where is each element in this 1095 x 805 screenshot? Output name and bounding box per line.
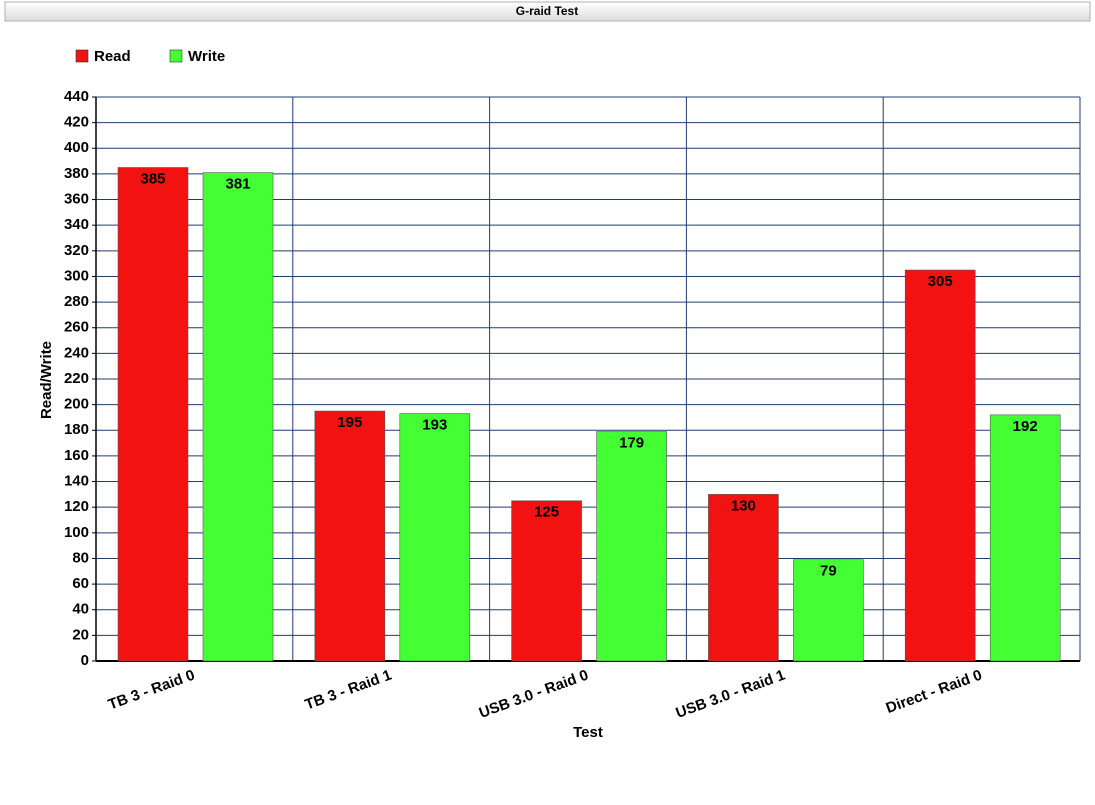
x-tick-label: USB 3.0 - Raid 1 xyxy=(674,667,788,722)
data-label: 125 xyxy=(534,504,559,521)
legend-swatch xyxy=(75,49,89,63)
y-tick-label: 340 xyxy=(64,216,89,233)
y-tick-label: 420 xyxy=(64,114,89,131)
bar xyxy=(989,414,1061,662)
bar xyxy=(314,410,386,662)
title-bar xyxy=(4,1,1091,22)
y-axis-label: Read/Write xyxy=(38,341,55,419)
y-tick-label: 160 xyxy=(64,447,89,464)
y-tick-label: 140 xyxy=(64,473,89,490)
bar xyxy=(117,167,189,662)
y-tick-label: 380 xyxy=(64,165,89,182)
y-tick-label: 240 xyxy=(64,344,89,361)
bar xyxy=(708,494,779,662)
y-tick-label: 400 xyxy=(64,139,89,156)
chart-title: G-raid Test xyxy=(516,4,578,18)
data-label: 195 xyxy=(337,414,362,431)
y-tick-label: 180 xyxy=(64,421,89,438)
y-tick-label: 300 xyxy=(64,267,89,284)
x-axis-label: Test xyxy=(573,724,603,741)
bar xyxy=(399,413,471,662)
x-tick-label: Direct - Raid 0 xyxy=(884,667,985,717)
y-tick-label: 100 xyxy=(64,524,89,541)
data-label: 385 xyxy=(140,170,165,187)
data-label: 305 xyxy=(928,273,953,290)
y-tick-label: 280 xyxy=(64,293,89,310)
legend-label: Write xyxy=(188,48,225,65)
legend-label: Read xyxy=(94,48,131,65)
data-label: 130 xyxy=(731,497,756,514)
data-label: 381 xyxy=(225,176,250,193)
y-tick-label: 20 xyxy=(72,626,89,643)
x-tick-label: USB 3.0 - Raid 0 xyxy=(477,667,591,722)
data-label: 193 xyxy=(422,417,447,434)
data-label: 79 xyxy=(820,563,837,580)
y-tick-label: 60 xyxy=(72,575,89,592)
y-tick-label: 120 xyxy=(64,498,89,515)
data-label: 192 xyxy=(1013,418,1038,435)
y-tick-label: 80 xyxy=(72,549,89,566)
x-tick-label: TB 3 - Raid 0 xyxy=(106,667,197,714)
bar xyxy=(904,269,976,662)
bar xyxy=(596,431,667,662)
y-tick-label: 40 xyxy=(72,601,89,618)
y-tick-label: 220 xyxy=(64,370,89,387)
data-label: 179 xyxy=(619,435,644,452)
legend-swatch xyxy=(169,49,183,63)
bar xyxy=(793,559,864,662)
y-tick-label: 260 xyxy=(64,319,89,336)
y-tick-label: 360 xyxy=(64,191,89,208)
y-tick-label: 440 xyxy=(64,88,89,105)
y-tick-label: 0 xyxy=(81,652,89,669)
bar xyxy=(202,172,274,662)
y-tick-label: 200 xyxy=(64,396,89,413)
x-tick-label: TB 3 - Raid 1 xyxy=(303,667,394,714)
bar xyxy=(511,500,582,662)
y-tick-label: 320 xyxy=(64,242,89,259)
